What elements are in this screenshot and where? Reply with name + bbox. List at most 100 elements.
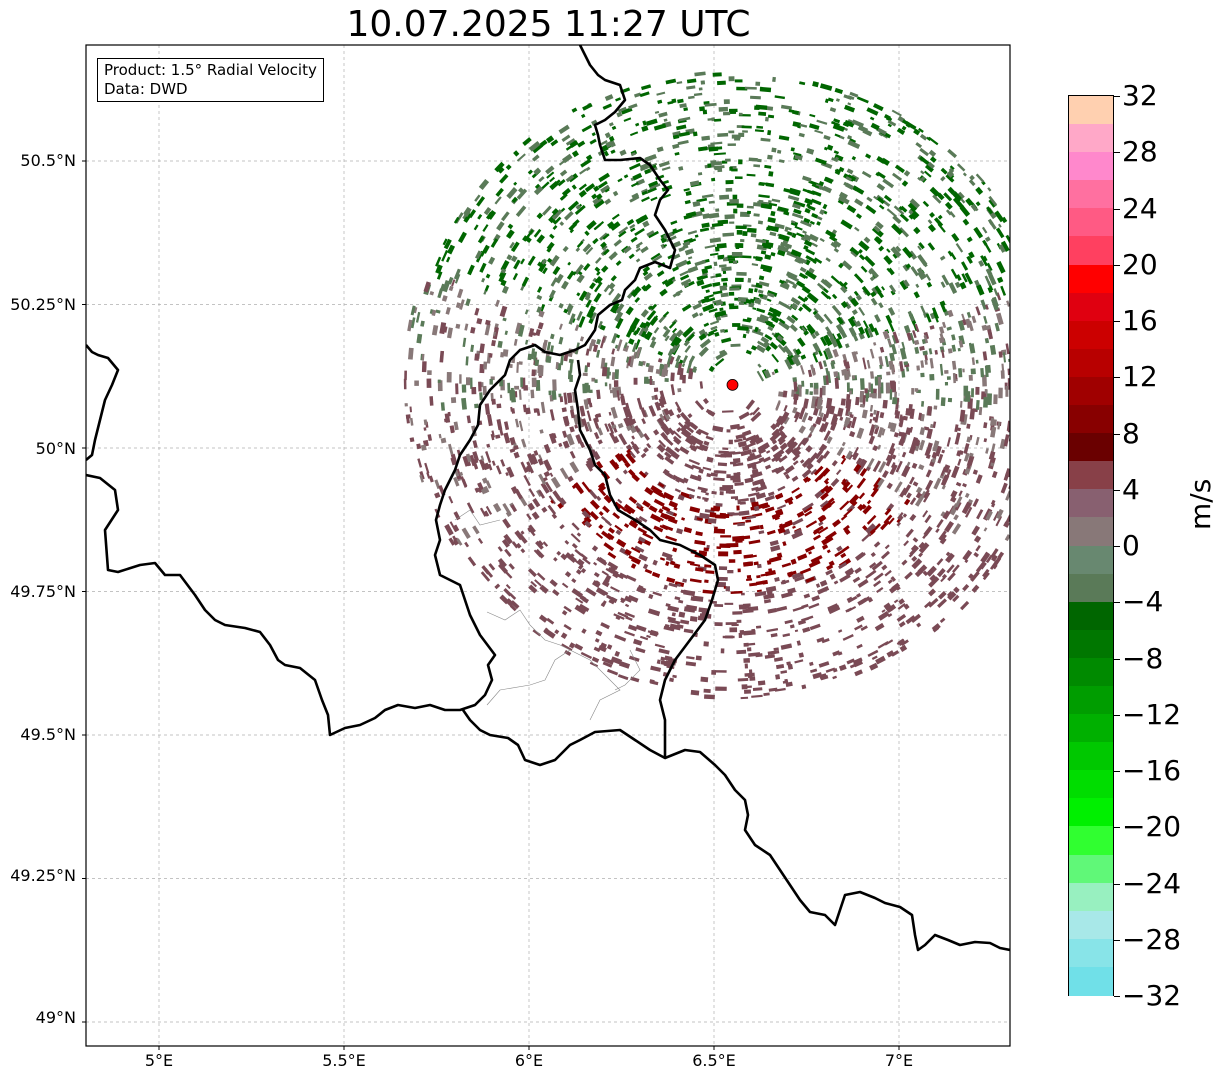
radar-echo [820, 485, 830, 494]
radar-echo [794, 629, 799, 633]
radar-echo [597, 487, 607, 497]
radar-echo [546, 171, 555, 179]
radar-echo [940, 397, 946, 407]
radar-echo [675, 329, 684, 338]
radar-echo [903, 498, 911, 506]
radar-echo [608, 599, 615, 605]
radar-echo [1017, 241, 1021, 245]
radar-echo [661, 505, 671, 512]
lat-tick-label: 49.25°N [10, 866, 76, 885]
radar-echo [916, 622, 922, 628]
radar-echo [766, 628, 779, 633]
radar-echo [679, 103, 687, 109]
radar-echo [549, 176, 556, 183]
radar-echo [456, 468, 463, 480]
colorbar-segment [1069, 376, 1113, 406]
radar-echo [599, 140, 608, 147]
radar-echo [914, 495, 925, 507]
radar-echo [887, 119, 897, 127]
radar-echo [880, 550, 891, 560]
radar-echo [689, 435, 698, 443]
radar-echo [755, 344, 766, 354]
radar-echo [756, 563, 762, 569]
radar-echo [470, 326, 476, 334]
radar-echo [813, 382, 819, 389]
radar-echo [756, 307, 766, 314]
radar-echo [738, 112, 743, 116]
radar-echo [846, 204, 857, 214]
radar-echo [745, 299, 752, 304]
radar-echo [720, 648, 725, 654]
radar-echo [612, 387, 618, 398]
radar-echo [746, 578, 753, 582]
radar-echo [944, 201, 953, 210]
radar-echo [666, 576, 676, 584]
radar-echo [783, 470, 789, 476]
radar-echo [873, 572, 884, 582]
radar-echo [1046, 304, 1052, 315]
radar-echo [759, 86, 772, 93]
radar-echo [626, 218, 635, 226]
radar-echo [736, 505, 740, 511]
radar-echo [608, 282, 616, 290]
lon-tick-label: 5°E [144, 1051, 174, 1070]
radar-echo [738, 159, 743, 165]
radar-echo [943, 464, 951, 474]
radar-echo [978, 260, 985, 267]
radar-echo [993, 394, 998, 405]
radar-echo [969, 174, 975, 181]
radar-echo [975, 359, 979, 364]
radar-echo [846, 420, 853, 429]
radar-echo [965, 197, 974, 207]
radar-echo [538, 614, 548, 623]
radar-echo [901, 119, 914, 129]
radar-echo [840, 457, 847, 465]
radar-echo [603, 494, 613, 504]
radar-echo [945, 551, 951, 557]
radar-echo [1019, 467, 1024, 477]
radar-echo [641, 196, 650, 203]
radar-echo [784, 226, 792, 231]
radar-echo [492, 327, 499, 340]
radar-echo [840, 398, 846, 406]
radar-echo [1018, 300, 1022, 305]
radar-echo [550, 432, 557, 440]
radar-echo [662, 468, 670, 476]
radar-echo [839, 416, 844, 421]
radar-echo [533, 228, 542, 238]
radar-echo [576, 292, 581, 297]
radar-echo [812, 81, 819, 88]
radar-echo [452, 524, 460, 533]
radar-echo [743, 658, 750, 663]
radar-echo [529, 453, 539, 465]
radar-echo [821, 385, 826, 396]
radar-echo [712, 72, 722, 77]
radar-echo [908, 476, 915, 485]
radar-echo [920, 305, 927, 316]
radar-echo [480, 571, 491, 582]
radar-echo [862, 320, 869, 329]
radar-echo [487, 463, 493, 471]
radar-echo [510, 390, 516, 403]
radar-echo [640, 246, 649, 254]
radar-echo [448, 537, 456, 546]
radar-echo [779, 419, 785, 426]
radar-echo [1015, 376, 1019, 386]
radar-echo [470, 377, 473, 389]
radar-echo [777, 433, 788, 444]
radar-echo [982, 572, 990, 581]
radar-echo [847, 95, 855, 100]
radar-echo [1024, 415, 1029, 423]
radar-echo [1046, 401, 1049, 411]
radar-echo [695, 567, 704, 572]
radar-echo [886, 248, 891, 253]
radar-echo [598, 556, 607, 563]
radar-echo [705, 289, 710, 294]
radar-echo [563, 392, 568, 405]
radar-echo [767, 154, 773, 160]
radar-echo [867, 649, 879, 658]
radar-echo [664, 279, 674, 288]
radar-echo [729, 305, 739, 310]
radar-echo [417, 458, 423, 468]
